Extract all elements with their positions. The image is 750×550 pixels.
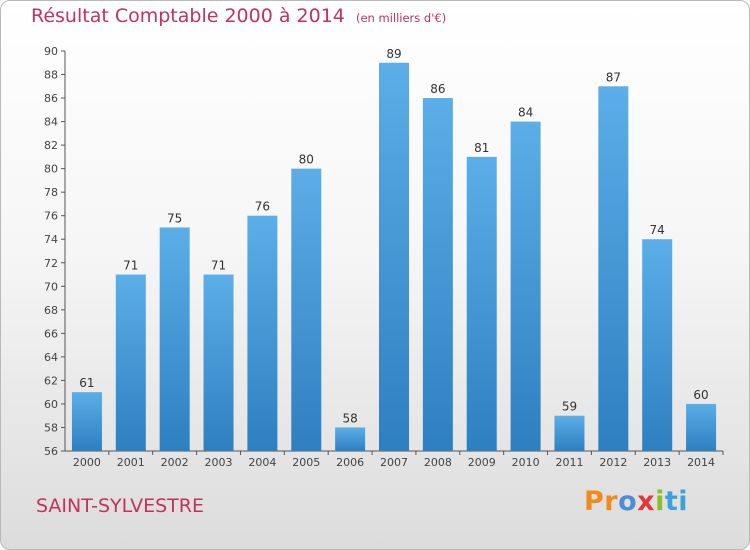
- data-label: 86: [430, 82, 445, 96]
- data-labels: 61 71 75 71 76 80 58 89 86 81 84 59 87 74 60: [79, 47, 708, 426]
- y-tick-label: 72: [44, 257, 58, 270]
- x-tick-label: 2004: [248, 456, 276, 469]
- y-tick-label: 58: [44, 421, 58, 434]
- x-tick-label: 2012: [599, 456, 627, 469]
- bar-2009: [466, 156, 497, 451]
- y-tick-label: 80: [44, 163, 58, 176]
- bar-2014: [686, 403, 717, 451]
- place-name: SAINT-SYLVESTRE: [36, 495, 204, 517]
- y-tick-label: 70: [44, 280, 58, 293]
- y-tick-label: 68: [44, 304, 58, 317]
- data-label: 74: [650, 223, 665, 237]
- unit-note: (en milliers d'€): [355, 11, 447, 25]
- logo-part-5: ti: [664, 486, 689, 517]
- data-label: 71: [211, 259, 226, 273]
- bar-2006: [335, 427, 366, 451]
- bar-2010: [510, 121, 541, 452]
- data-label: 80: [299, 153, 314, 167]
- y-tick-label: 74: [44, 233, 58, 246]
- bar-2002: [159, 227, 190, 451]
- x-tick-label: 2010: [512, 456, 540, 469]
- data-label: 59: [562, 400, 577, 414]
- logo-part-3: x: [637, 486, 656, 517]
- bar-2004: [247, 215, 278, 451]
- x-tick-label: 2005: [292, 456, 320, 469]
- bar-2005: [291, 168, 322, 451]
- logo-part-4: i: [655, 486, 665, 517]
- bar-2001: [115, 274, 146, 451]
- x-tick-label: 2011: [555, 456, 583, 469]
- bar-2011: [554, 415, 585, 451]
- data-label: 89: [386, 47, 401, 61]
- y-tick-label: 90: [44, 45, 58, 58]
- x-tick-label: 2013: [643, 456, 671, 469]
- bar-2000: [71, 392, 102, 451]
- data-label: 84: [518, 106, 533, 120]
- chart-title: Résultat Comptable 2000 à 2014 (en milli…: [31, 5, 446, 27]
- bar-2003: [203, 274, 234, 451]
- data-label: 81: [474, 141, 489, 155]
- y-tick-label: 60: [44, 398, 58, 411]
- data-label: 60: [693, 388, 708, 402]
- x-tick-label: 2001: [117, 456, 145, 469]
- y-tick-label: 62: [44, 374, 58, 387]
- x-tick-label: 2014: [687, 456, 715, 469]
- x-tick-label: 2009: [468, 456, 496, 469]
- y-tick-label: 88: [44, 69, 58, 82]
- bar-2013: [642, 239, 673, 451]
- data-label: 61: [79, 376, 94, 390]
- y-tick-label: 78: [44, 186, 58, 199]
- x-tick-label: 2002: [161, 456, 189, 469]
- y-tick-label: 66: [44, 327, 58, 340]
- y-tick-label: 56: [44, 445, 58, 458]
- logo-part-1: Pr: [584, 486, 619, 517]
- x-tick-label: 2007: [380, 456, 408, 469]
- x-tick-label: 2006: [336, 456, 364, 469]
- bars: [71, 62, 717, 452]
- logo-part-2: o: [618, 486, 638, 517]
- proxiti-logo: Proxiti: [584, 486, 688, 517]
- bar-2007: [379, 62, 409, 451]
- y-tick-label: 76: [44, 210, 58, 223]
- x-tick-label: 2008: [424, 456, 452, 469]
- x-tick-label: 2003: [205, 456, 233, 469]
- y-tick-label: 82: [44, 139, 58, 152]
- data-label: 76: [255, 200, 270, 214]
- y-tick-label: 84: [44, 116, 58, 129]
- y-tick-label: 64: [44, 351, 58, 364]
- bar-2012: [598, 86, 629, 451]
- data-label: 75: [167, 211, 182, 225]
- data-label: 87: [606, 70, 621, 84]
- x-tick-label: 2000: [73, 456, 101, 469]
- chart-title-text: Résultat Comptable 2000 à 2014: [31, 5, 345, 27]
- data-label: 71: [123, 259, 138, 273]
- bar-2008: [422, 98, 453, 451]
- y-tick-label: 86: [44, 92, 58, 105]
- data-label: 58: [342, 411, 357, 425]
